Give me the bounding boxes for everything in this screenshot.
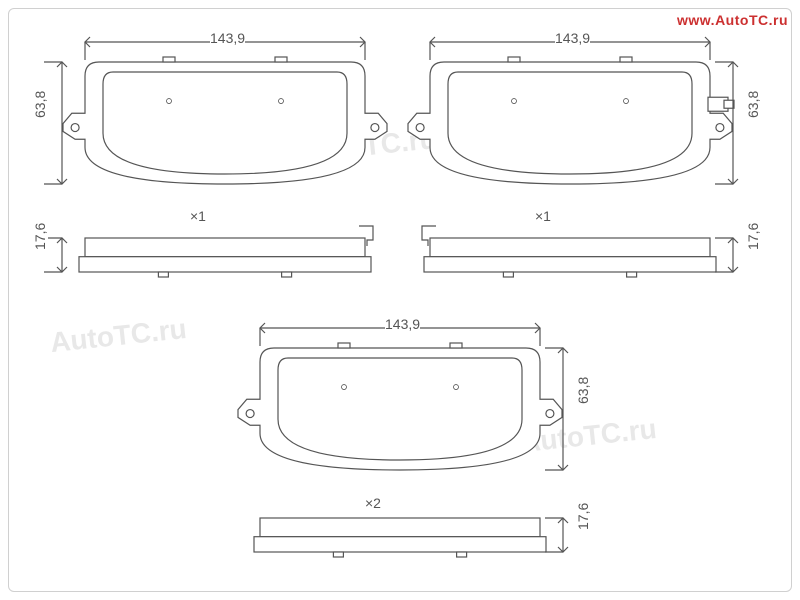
dimension-label: 17,6 [32, 223, 48, 250]
dimension-label: 143,9 [210, 30, 245, 46]
dimension-label: 17,6 [575, 503, 591, 530]
technical-drawing [0, 0, 800, 600]
dimension-label: 63,8 [745, 91, 761, 118]
dimension-label: 17,6 [745, 223, 761, 250]
dimension-label: 63,8 [575, 377, 591, 404]
dimension-label: 63,8 [32, 91, 48, 118]
quantity-label: ×2 [365, 495, 381, 511]
quantity-label: ×1 [535, 208, 551, 224]
quantity-label: ×1 [190, 208, 206, 224]
dimension-label: 143,9 [385, 316, 420, 332]
dimension-label: 143,9 [555, 30, 590, 46]
